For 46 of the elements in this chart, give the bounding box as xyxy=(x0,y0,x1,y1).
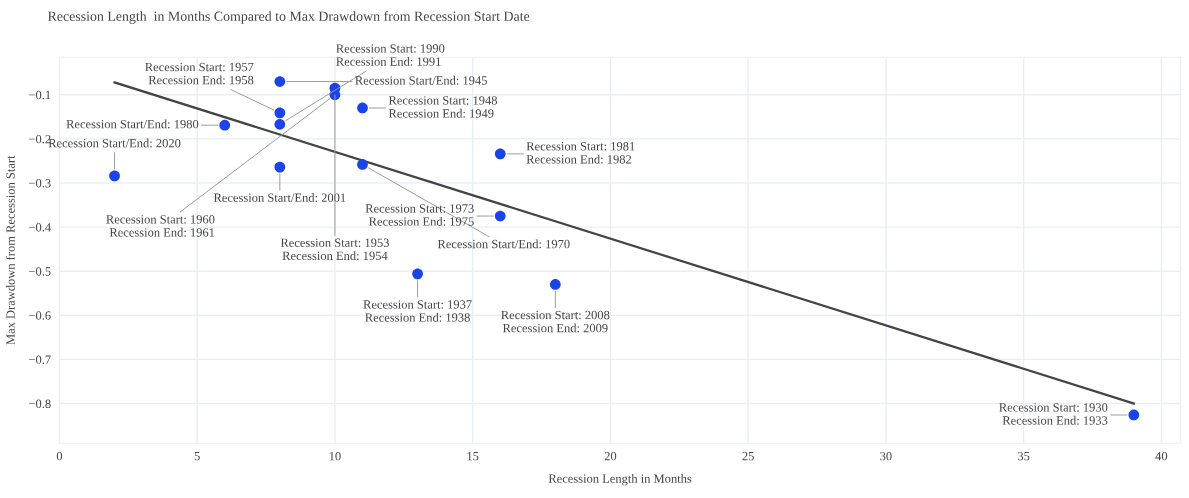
point xyxy=(412,268,423,280)
point xyxy=(274,76,286,87)
point xyxy=(494,148,506,160)
y-tick-label: −0.1 xyxy=(29,90,51,100)
point xyxy=(274,161,286,173)
x-tick-label: 10 xyxy=(329,451,341,461)
y-tick-label: −0.3 xyxy=(29,179,51,188)
annotation: Recession Start: 1960 Recession End: 1961 xyxy=(106,215,215,237)
annotation: Recession Start/End: 1970 xyxy=(437,239,570,249)
point xyxy=(357,102,368,114)
y-tick-label: −0.8 xyxy=(29,399,51,409)
point xyxy=(1128,409,1140,421)
annotation: Recession Start: 1973 Recession End: 1975 xyxy=(365,204,474,226)
x-tick-label: 35 xyxy=(1018,451,1030,461)
x-tick-label: 20 xyxy=(604,451,617,461)
point xyxy=(494,210,506,222)
annotation: Recession Start: 1937 Recession End: 1938 xyxy=(363,300,472,322)
y-tick-label: −0.5 xyxy=(29,267,51,276)
x-axis-title: Recession Length in Months xyxy=(548,474,692,486)
annotation: Recession Start: 1948 Recession End: 1949 xyxy=(388,96,498,118)
point xyxy=(274,107,286,119)
y-axis-title: Max Drawdown from Recession Start xyxy=(5,155,15,345)
annotation: Recession Start/End: 2001 xyxy=(213,193,346,202)
point xyxy=(219,119,231,131)
point xyxy=(274,118,286,130)
point xyxy=(109,170,120,182)
y-tick-label: −0.4 xyxy=(29,223,51,232)
x-tick-label: 15 xyxy=(467,451,479,461)
x-tick-label: 40 xyxy=(1155,451,1168,461)
annotation: Recession Start: 1957 Recession End: 1958 xyxy=(145,62,254,85)
y-tick-label: −0.7 xyxy=(29,355,51,364)
annotation: Recession Start: 2008 Recession End: 2009 xyxy=(501,310,610,333)
point xyxy=(357,159,368,170)
point xyxy=(549,279,561,290)
y-tick-label: −0.6 xyxy=(29,311,51,320)
annotation: Recession Start: 1953 Recession End: 1954 xyxy=(280,238,389,261)
annotation: Recession Start/End: 1980 xyxy=(66,119,199,129)
annotation: Recession Start: 1990 Recession End: 1991 xyxy=(336,44,445,66)
x-tick-label: 25 xyxy=(742,451,754,461)
chart-title: Recession Length in Months Compared to Max Drawdown from Recession Start Date xyxy=(47,11,530,24)
annotation: Recession Start: 1981 Recession End: 1982 xyxy=(526,142,635,164)
annotation: Recession Start/End: 1945 xyxy=(355,75,487,85)
x-tick-label: 30 xyxy=(880,451,892,461)
x-tick-label: 0 xyxy=(56,451,63,461)
annotation: Recession Start: 1930 Recession End: 1933 xyxy=(999,403,1108,425)
x-tick-label: 5 xyxy=(194,452,200,461)
